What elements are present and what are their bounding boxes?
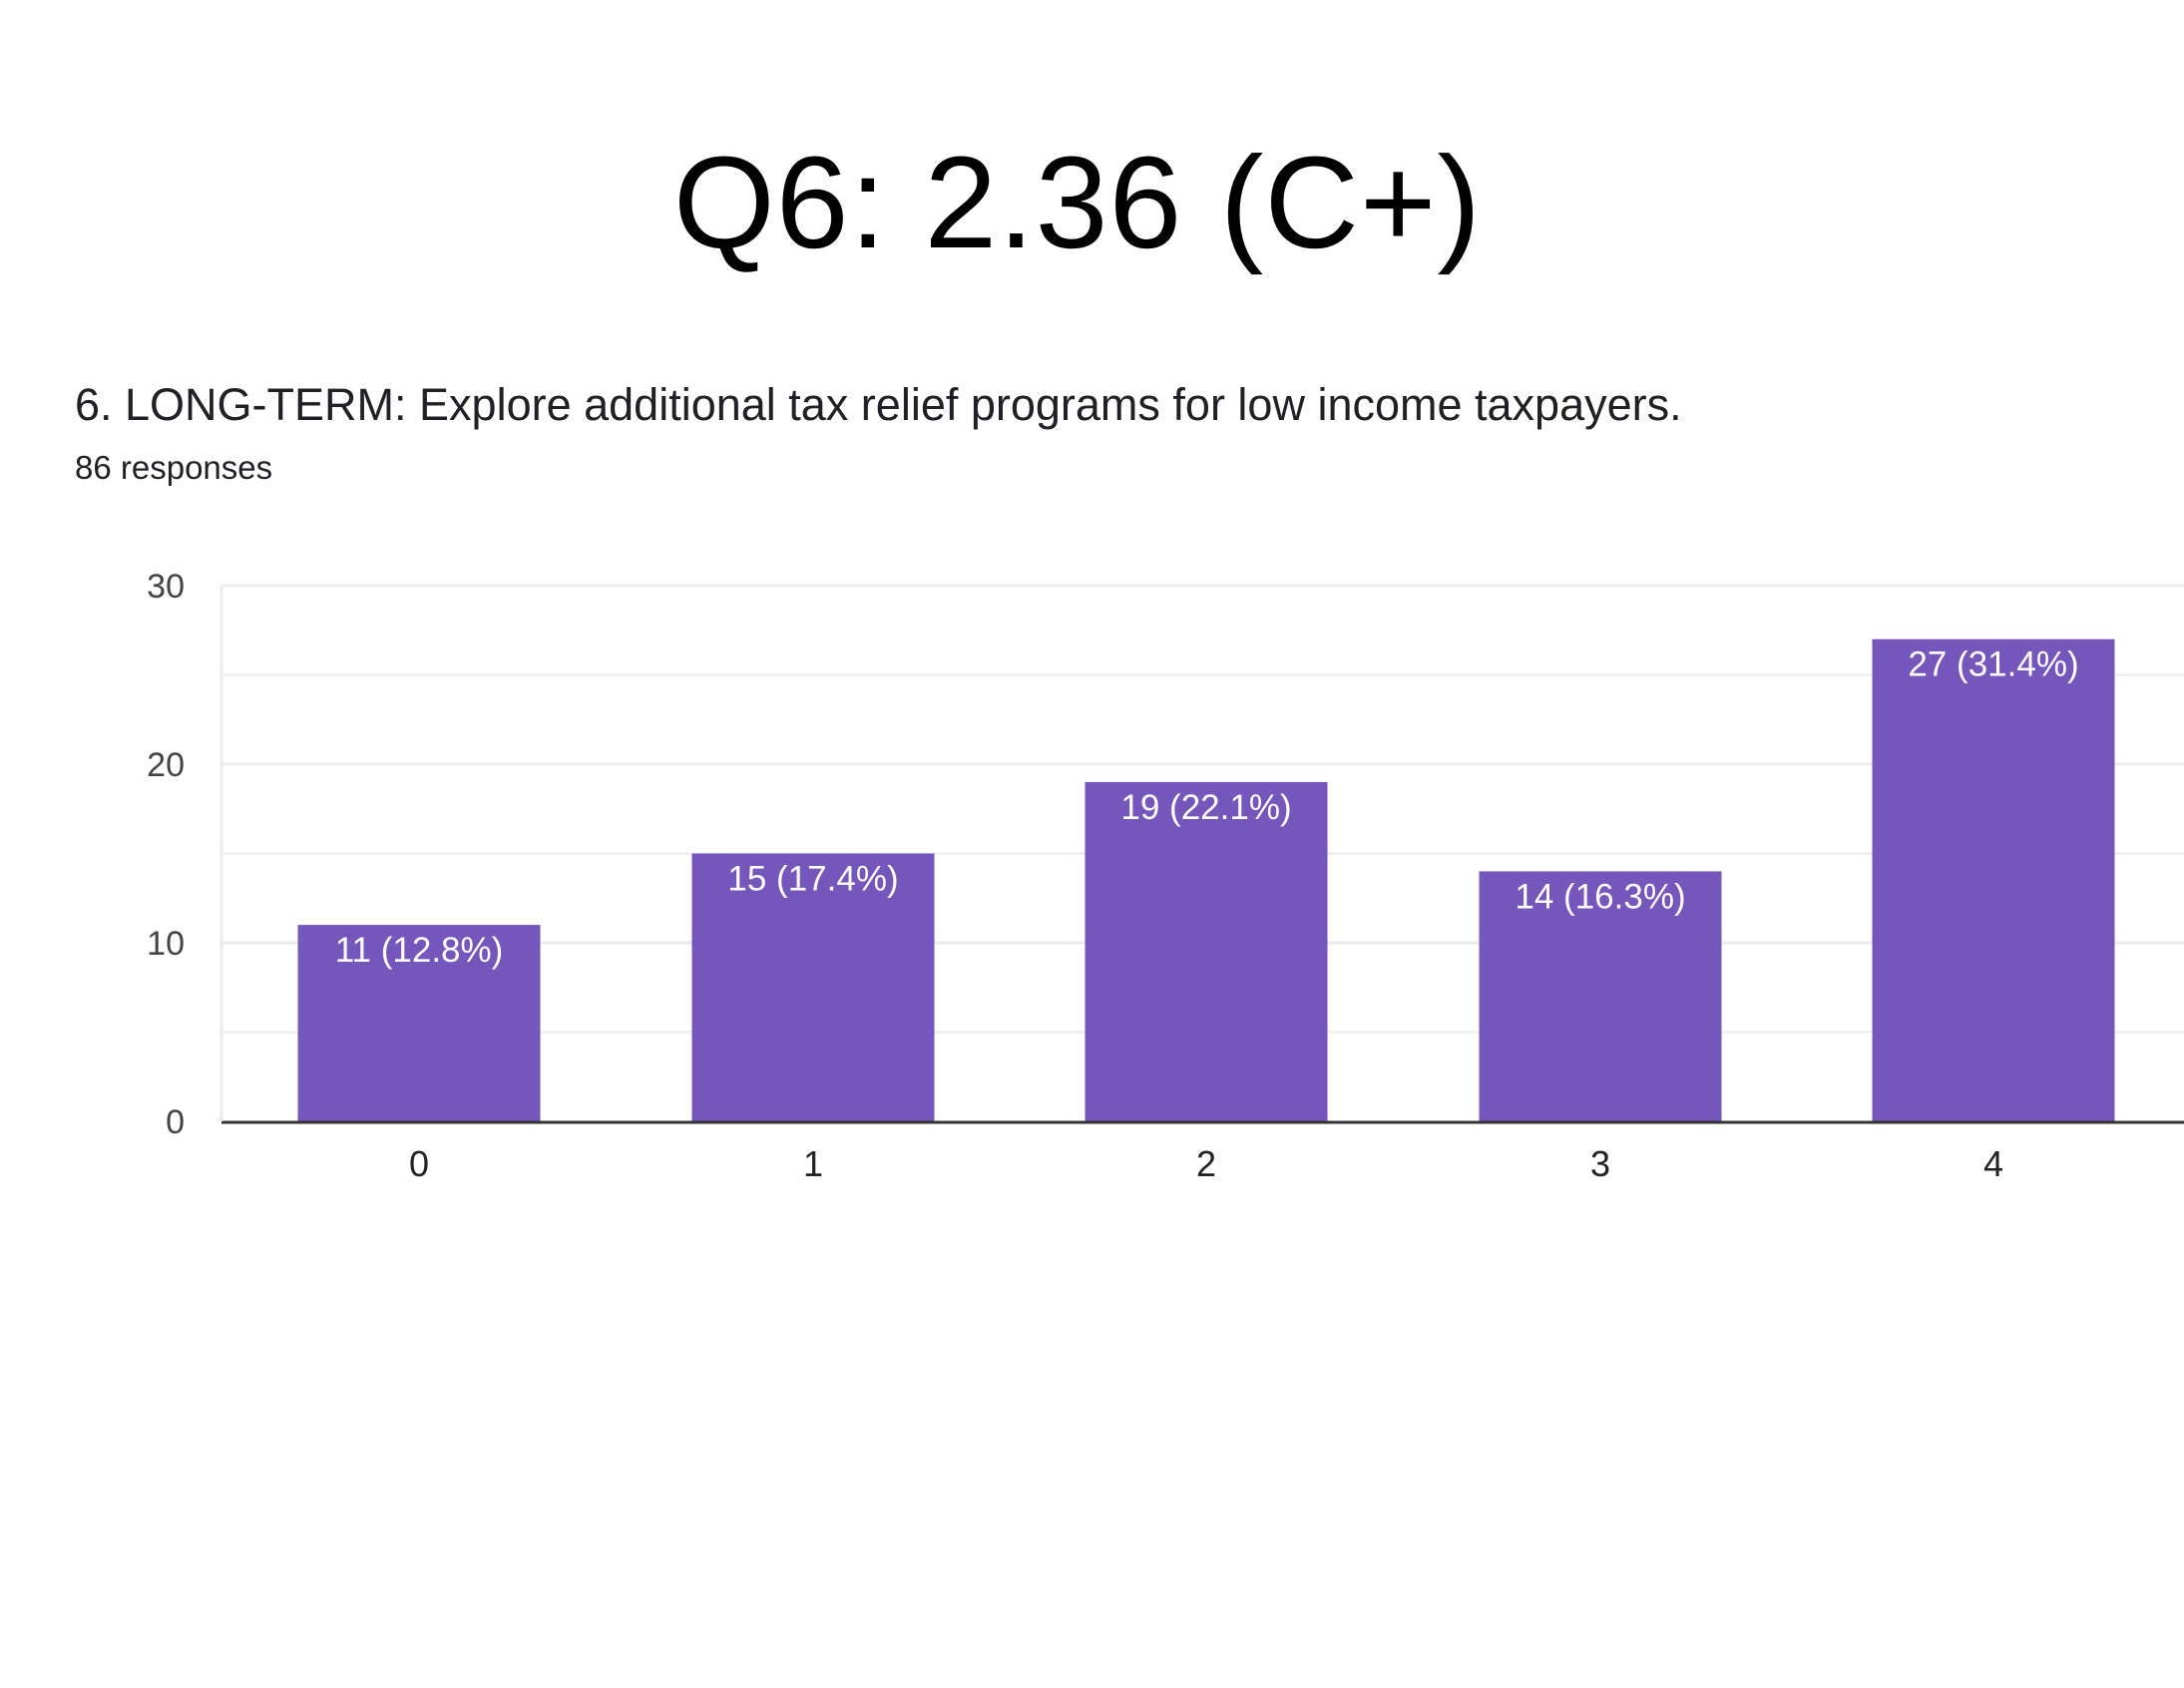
bar [297,925,541,1121]
bar-data-label: 27 (31.4%) [1908,645,2078,684]
data-labels: 11 (12.8%) 15 (17.4%) 19 (22.1%) 14 (16.3%)… [335,645,2079,970]
bar [1479,871,1722,1121]
bar [1872,638,2115,1121]
y-tick-label: 0 [166,1103,185,1141]
bar-data-label: 15 (17.4%) [727,860,898,899]
bar-data-label: 19 (22.1%) [1120,788,1291,827]
x-category-label: 2 [1196,1143,1216,1184]
y-tick-label: 20 [147,746,185,784]
x-axis-categories: 0 1 2 3 4 [409,1143,2003,1184]
y-tick-label: 30 [147,568,185,606]
y-axis-ticks: 0 10 20 30 [147,568,185,1141]
x-category-label: 3 [1590,1143,1610,1184]
bar-data-label: 11 (12.8%) [335,931,504,970]
response-count: 86 responses [75,449,273,486]
x-category-label: 0 [409,1143,429,1184]
bar [1085,781,1328,1121]
x-category-label: 4 [1983,1143,2003,1184]
y-tick-label: 10 [147,925,185,963]
bars [297,638,2115,1121]
bar-data-label: 14 (16.3%) [1515,877,1685,916]
question-title: 6. LONG-TERM: Explore additional tax rel… [75,379,1682,430]
slide-title: Q6: 2.36 (C+) [672,129,1483,275]
gridlines [221,584,2184,1034]
x-category-label: 1 [803,1143,823,1184]
bar [691,853,935,1121]
